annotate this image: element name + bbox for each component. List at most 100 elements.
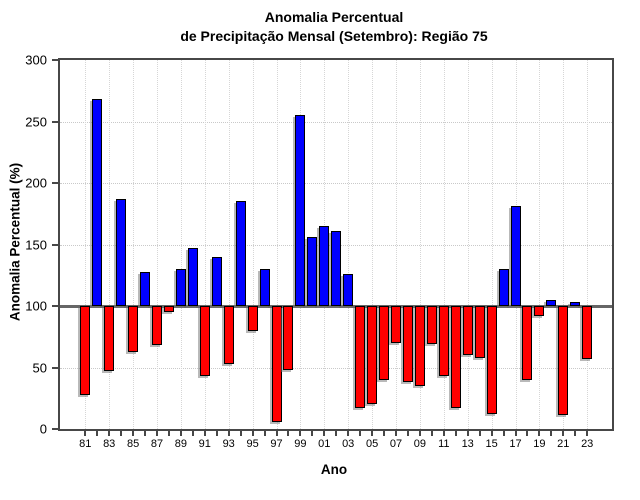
bar-16 — [498, 269, 509, 306]
x-tick-label-13: 13 — [461, 438, 474, 450]
x-tick-label-97: 97 — [270, 438, 283, 450]
y-tick-0 — [52, 428, 58, 430]
x-tick-label-99: 99 — [294, 438, 307, 450]
x-tick-02 — [335, 431, 338, 436]
bar-21 — [558, 306, 569, 416]
bar-98 — [283, 306, 294, 370]
x-tick-label-85: 85 — [126, 438, 140, 450]
x-tick-93 — [227, 431, 230, 436]
x-tick-label-19: 19 — [533, 438, 546, 450]
y-tick-label-150: 150 — [25, 237, 47, 252]
bar-84 — [116, 198, 127, 306]
bar-07 — [391, 306, 401, 343]
v-gridline-21 — [563, 60, 565, 429]
bar-05 — [367, 306, 378, 405]
x-tick-92 — [215, 431, 218, 436]
x-tick-label-17: 17 — [509, 438, 522, 450]
x-tick-11 — [442, 431, 445, 436]
x-tick-13 — [466, 431, 469, 436]
chart-title-block: Anomalia Percentual de Precipitação Mens… — [58, 8, 610, 46]
x-tick-12 — [454, 431, 457, 436]
x-axis-title: Ano — [320, 462, 348, 477]
y-tick-label-250: 250 — [25, 114, 47, 129]
x-tick-88 — [167, 431, 170, 436]
v-gridline-85 — [133, 60, 135, 429]
y-axis-title: Anomalia Percentual (%) — [7, 162, 23, 322]
x-tick-20 — [550, 431, 553, 436]
bar-96 — [259, 269, 270, 306]
bar-18 — [522, 306, 533, 380]
bar-92 — [211, 256, 222, 306]
v-gridline-07 — [396, 60, 397, 429]
x-tick-85 — [132, 431, 135, 436]
x-tick-19 — [538, 431, 541, 436]
x-tick-05 — [371, 431, 374, 436]
bar-97 — [271, 306, 282, 422]
v-gridline-97 — [276, 60, 278, 429]
x-tick-83 — [108, 431, 111, 436]
bar-19 — [534, 306, 545, 316]
v-gridline-87 — [157, 60, 158, 429]
bar-93 — [223, 306, 234, 364]
x-tick-label-23: 23 — [581, 438, 594, 450]
bar-08 — [402, 306, 413, 383]
h-gridline-200 — [60, 183, 612, 184]
bar-81 — [80, 306, 91, 395]
x-tick-label-95: 95 — [246, 438, 259, 450]
x-tick-23 — [586, 431, 589, 436]
x-tick-06 — [383, 431, 386, 436]
bar-12 — [450, 306, 461, 409]
y-tick-200 — [52, 182, 58, 184]
bar-10 — [426, 306, 437, 345]
x-tick-label-91: 91 — [198, 438, 211, 450]
x-tick-90 — [191, 431, 194, 436]
x-tick-95 — [251, 431, 254, 436]
baseline-100 — [60, 304, 612, 308]
v-gridline-19 — [539, 60, 541, 429]
bar-95 — [247, 306, 258, 331]
y-tick-150 — [52, 243, 58, 246]
x-tick-label-11: 11 — [438, 438, 450, 450]
x-tick-01 — [323, 431, 326, 436]
x-tick-87 — [156, 431, 158, 436]
v-gridline-11 — [443, 60, 445, 429]
bar-89 — [175, 269, 186, 306]
v-gridline-83 — [109, 60, 111, 429]
bar-03 — [343, 274, 354, 306]
v-gridline-91 — [204, 60, 206, 429]
plot-area: 0 50 100 150 200 250 300 81 83 85 87 89 91 93 95 97 99 01… — [25, 53, 614, 450]
x-tick-label-21: 21 — [557, 438, 570, 450]
v-gridline-81 — [85, 60, 87, 429]
x-tick-18 — [526, 431, 529, 436]
x-tick-label-87: 87 — [150, 438, 164, 450]
x-tick-04 — [359, 431, 362, 436]
v-gridline-09 — [419, 60, 421, 429]
bar-02 — [331, 230, 342, 306]
x-tick-99 — [299, 431, 302, 436]
x-tick-89 — [179, 431, 182, 436]
x-tick-03 — [347, 431, 350, 436]
v-gridline-89 — [180, 60, 182, 429]
y-tick-100 — [52, 305, 58, 307]
x-tick-10 — [430, 431, 433, 436]
bar-86 — [140, 271, 151, 306]
bar-88 — [163, 306, 174, 313]
v-gridline-23 — [587, 60, 589, 429]
bar-14 — [474, 306, 485, 358]
bar-17 — [510, 206, 521, 306]
x-tick-21 — [562, 431, 565, 436]
bar-85 — [128, 306, 139, 352]
v-gridline-95 — [252, 60, 254, 429]
x-tick-label-93: 93 — [222, 438, 235, 450]
chart-subtitle: de Precipitação Mensal (Setembro): Regiã… — [180, 28, 488, 44]
bar-11 — [438, 306, 449, 377]
x-tick-label-09: 09 — [413, 438, 427, 450]
y-tick-label-0: 0 — [39, 421, 47, 437]
bar-82 — [92, 99, 103, 306]
y-tick-label-300: 300 — [25, 52, 47, 68]
v-gridline-93 — [228, 60, 230, 429]
x-tick-14 — [478, 431, 481, 436]
bar-90 — [187, 248, 198, 306]
x-tick-15 — [490, 431, 493, 436]
x-tick-label-07: 07 — [389, 438, 403, 450]
